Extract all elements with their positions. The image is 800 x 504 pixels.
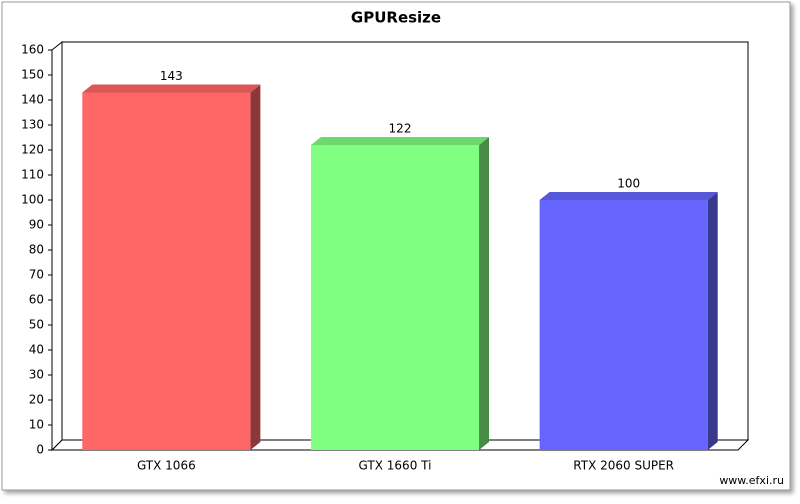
bar-top — [82, 84, 261, 93]
y-tick-label: 110 — [21, 168, 44, 182]
bar-side — [250, 84, 261, 450]
y-tick-label: 140 — [21, 93, 44, 107]
value-label: 100 — [617, 177, 640, 191]
y-tick-label: 130 — [21, 118, 44, 132]
y-tick-label: 20 — [29, 393, 44, 407]
bar — [539, 200, 708, 450]
y-tick-label: 50 — [29, 318, 44, 332]
value-label: 143 — [160, 69, 183, 83]
value-label: 122 — [389, 122, 412, 136]
y-tick-label: 80 — [29, 243, 44, 257]
y-tick-label: 90 — [29, 218, 44, 232]
footer: www.efxi.ru — [719, 474, 784, 487]
x-tick-label: RTX 2060 SUPER — [573, 459, 674, 473]
bar — [310, 145, 480, 450]
bar-top — [539, 192, 718, 200]
bar-side — [479, 137, 490, 450]
y-tick-label: 160 — [21, 43, 44, 57]
y-tick-label: 30 — [29, 368, 44, 382]
side-wall — [51, 40, 63, 452]
y-tick-label: 100 — [21, 193, 44, 207]
bar-top — [310, 137, 490, 145]
y-tick-label: 40 — [29, 343, 44, 357]
y-tick-label: 120 — [21, 143, 44, 157]
y-tick-label: 0 — [36, 443, 44, 457]
x-tick-label: GTX 1660 Ti — [359, 459, 432, 473]
bar — [82, 92, 251, 450]
x-tick-label: GTX 1066 — [137, 459, 196, 473]
bar-side — [707, 192, 718, 450]
chart-title: GPUResize — [351, 9, 441, 27]
y-tick-label: 60 — [29, 293, 44, 307]
y-tick-label: 150 — [21, 68, 44, 82]
y-tick-label: 70 — [29, 268, 44, 282]
y-tick-label: 10 — [29, 418, 44, 432]
